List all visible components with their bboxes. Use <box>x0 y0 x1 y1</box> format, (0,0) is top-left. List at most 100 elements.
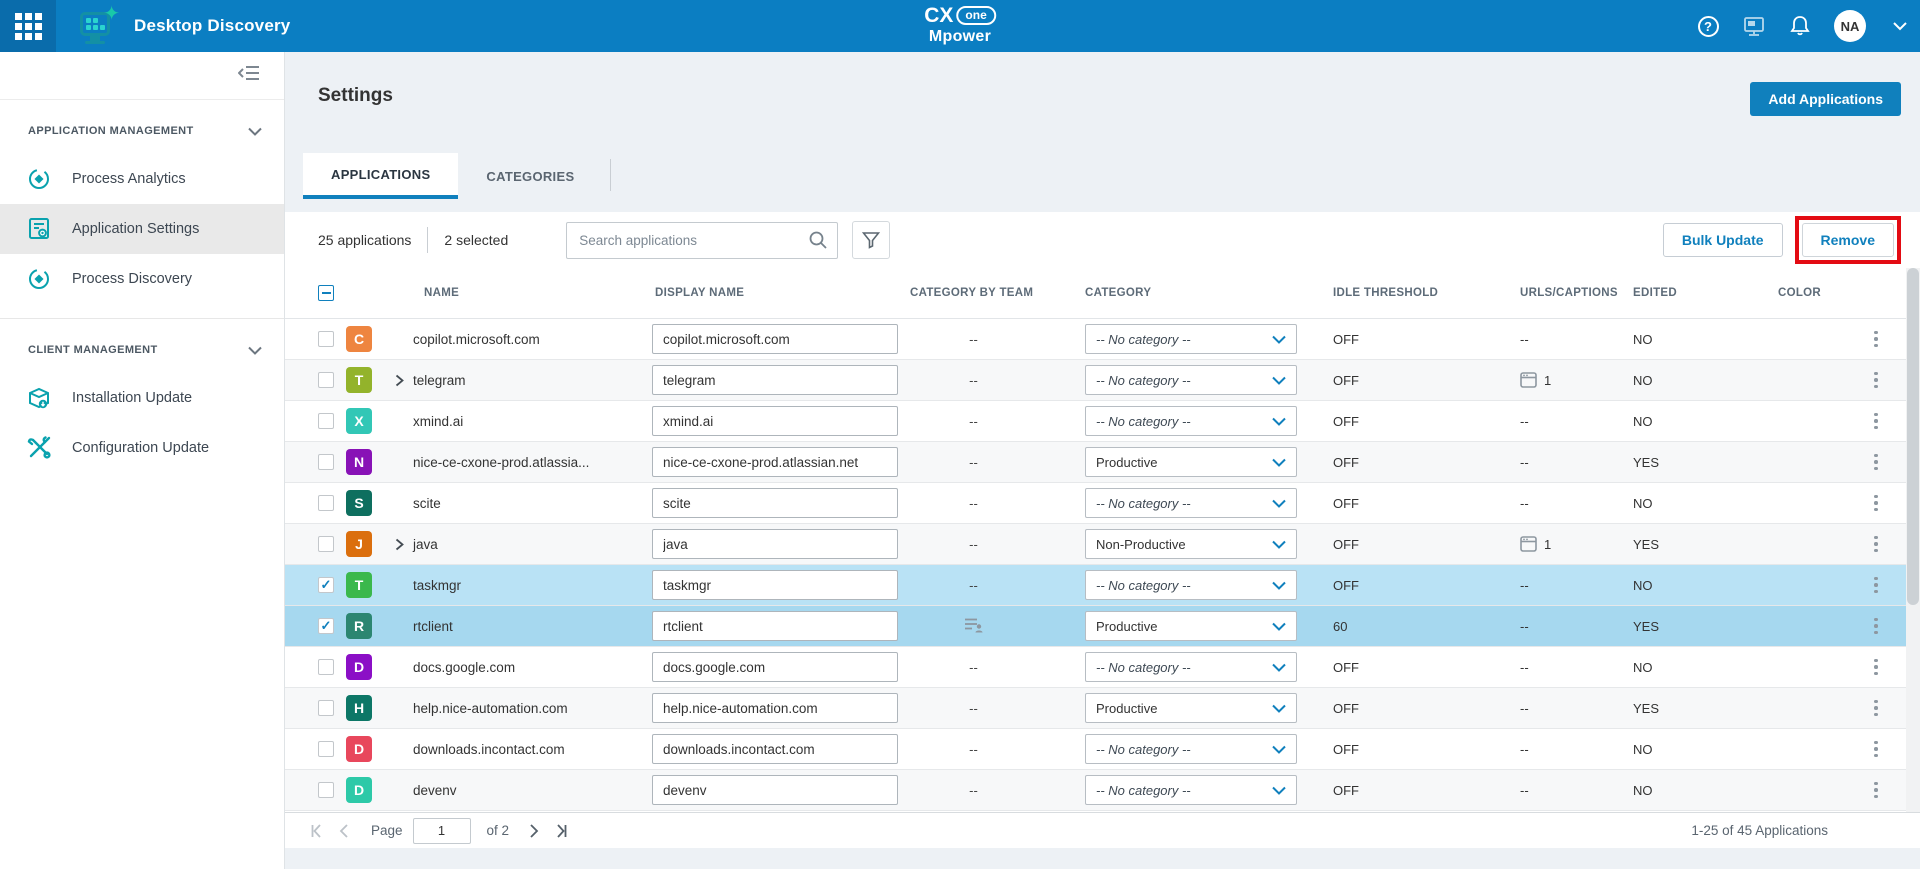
table-row: X xmind.ai -- -- No category -- OFF -- N… <box>285 401 1920 442</box>
chevron-down-icon[interactable] <box>1888 14 1912 38</box>
category-select[interactable]: -- No category -- <box>1085 365 1297 395</box>
next-page-icon[interactable] <box>521 818 547 844</box>
row-menu-icon[interactable] <box>1866 699 1886 717</box>
process-analytics-icon <box>26 166 52 192</box>
row-menu-icon[interactable] <box>1866 740 1886 758</box>
sidebar-section-application-management[interactable]: APPLICATION MANAGEMENT <box>0 108 284 154</box>
row-checkbox[interactable] <box>318 413 334 429</box>
bulk-update-button[interactable]: Bulk Update <box>1662 223 1783 257</box>
category-select[interactable]: Productive <box>1085 611 1297 641</box>
row-checkbox[interactable] <box>318 700 334 716</box>
category-select[interactable]: Productive <box>1085 447 1297 477</box>
display-name-input[interactable] <box>652 406 898 436</box>
row-checkbox[interactable] <box>318 331 334 347</box>
display-name-input[interactable] <box>652 365 898 395</box>
col-urls-captions[interactable]: URLS/CAPTIONS <box>1520 287 1618 299</box>
col-color[interactable]: COLOR <box>1778 287 1822 299</box>
tab-applications[interactable]: APPLICATIONS <box>303 153 459 199</box>
row-menu-icon[interactable] <box>1866 494 1886 512</box>
sidebar-collapse-icon[interactable] <box>237 64 260 87</box>
row-menu-icon[interactable] <box>1866 535 1886 553</box>
sidebar-item-process-discovery[interactable]: Process Discovery <box>0 254 284 304</box>
app-name: docs.google.com <box>413 659 516 675</box>
col-display-name[interactable]: DISPLAY NAME <box>655 287 745 299</box>
page-number-input[interactable] <box>412 817 471 844</box>
col-edited[interactable]: EDITED <box>1633 287 1677 299</box>
row-menu-icon[interactable] <box>1866 781 1886 799</box>
row-checkbox[interactable] <box>318 741 334 757</box>
app-name: java <box>413 536 438 552</box>
row-checkbox[interactable]: ✓ <box>318 618 334 634</box>
category-select[interactable]: -- No category -- <box>1085 488 1297 518</box>
previous-page-icon[interactable] <box>331 818 357 844</box>
urls-captions-cell: -- <box>1520 618 1529 634</box>
display-name-input[interactable] <box>652 652 898 682</box>
category-select[interactable]: -- No category -- <box>1085 652 1297 682</box>
category-select[interactable]: -- No category -- <box>1085 324 1297 354</box>
category-select[interactable]: -- No category -- <box>1085 734 1297 764</box>
display-name-input[interactable] <box>652 734 898 764</box>
category-select[interactable]: Productive <box>1085 693 1297 723</box>
filter-button[interactable] <box>852 221 891 259</box>
row-checkbox[interactable] <box>318 659 334 675</box>
col-category[interactable]: CATEGORY <box>1085 287 1152 299</box>
edited-value: NO <box>1633 372 1653 388</box>
row-menu-icon[interactable] <box>1866 412 1886 430</box>
table-scrollbar[interactable] <box>1906 268 1920 812</box>
display-name-input[interactable] <box>652 447 898 477</box>
sidebar-item-configuration-update[interactable]: Configuration Update <box>0 423 284 473</box>
col-category-by-team[interactable]: CATEGORY BY TEAM <box>910 287 1034 299</box>
table-row: D docs.google.com -- -- No category -- O… <box>285 647 1920 688</box>
category-select[interactable]: -- No category -- <box>1085 406 1297 436</box>
remove-button[interactable]: Remove <box>1801 223 1894 257</box>
sidebar-item-installation-update[interactable]: Installation Update <box>0 373 284 423</box>
edited-value: NO <box>1633 495 1653 511</box>
category-by-team-cell: -- <box>969 741 978 757</box>
display-name-input[interactable] <box>652 775 898 805</box>
sidebar-item-application-settings[interactable]: Application Settings <box>0 204 284 254</box>
row-checkbox[interactable] <box>318 782 334 798</box>
category-select[interactable]: -- No category -- <box>1085 570 1297 600</box>
row-checkbox[interactable] <box>318 495 334 511</box>
row-menu-icon[interactable] <box>1866 576 1886 594</box>
search-input[interactable] <box>566 221 839 259</box>
row-menu-icon[interactable] <box>1866 371 1886 389</box>
row-menu-icon[interactable] <box>1866 330 1886 348</box>
display-name-input[interactable] <box>652 611 898 641</box>
col-name[interactable]: NAME <box>424 287 460 299</box>
row-checkbox[interactable] <box>318 454 334 470</box>
first-page-icon[interactable] <box>305 818 331 844</box>
urls-captions-cell: -- <box>1520 700 1529 716</box>
scrollbar-thumb[interactable] <box>1907 268 1919 606</box>
app-launcher-button[interactable] <box>0 0 56 52</box>
chevron-down-icon <box>248 346 262 355</box>
applications-panel: 25 applications 2 selected Bulk Update R… <box>285 212 1920 848</box>
display-name-input[interactable] <box>652 570 898 600</box>
row-menu-icon[interactable] <box>1866 617 1886 635</box>
expand-chevron-icon[interactable] <box>394 538 405 551</box>
add-applications-button[interactable]: Add Applications <box>1750 82 1901 116</box>
row-checkbox[interactable] <box>318 372 334 388</box>
sidebar-section-client-management[interactable]: CLIENT MANAGEMENT <box>0 327 284 373</box>
display-name-input[interactable] <box>652 324 898 354</box>
grid-icon <box>14 12 42 40</box>
display-name-input[interactable] <box>652 693 898 723</box>
col-idle-threshold[interactable]: IDLE THRESHOLD <box>1333 287 1439 299</box>
sidebar-item-process-analytics[interactable]: Process Analytics <box>0 154 284 204</box>
row-checkbox[interactable] <box>318 536 334 552</box>
expand-chevron-icon[interactable] <box>394 374 405 387</box>
notifications-bell-icon[interactable] <box>1788 14 1812 38</box>
row-menu-icon[interactable] <box>1866 658 1886 676</box>
select-all-checkbox[interactable] <box>318 285 334 301</box>
row-menu-icon[interactable] <box>1866 453 1886 471</box>
avatar[interactable]: NA <box>1834 10 1866 42</box>
display-name-input[interactable] <box>652 529 898 559</box>
screen-share-icon[interactable] <box>1742 14 1766 38</box>
help-icon[interactable]: ? <box>1696 14 1720 38</box>
display-name-input[interactable] <box>652 488 898 518</box>
last-page-icon[interactable] <box>547 818 573 844</box>
row-checkbox[interactable]: ✓ <box>318 577 334 593</box>
tab-categories[interactable]: CATEGORIES <box>486 168 575 184</box>
category-select[interactable]: -- No category -- <box>1085 775 1297 805</box>
category-select[interactable]: Non-Productive <box>1085 529 1297 559</box>
